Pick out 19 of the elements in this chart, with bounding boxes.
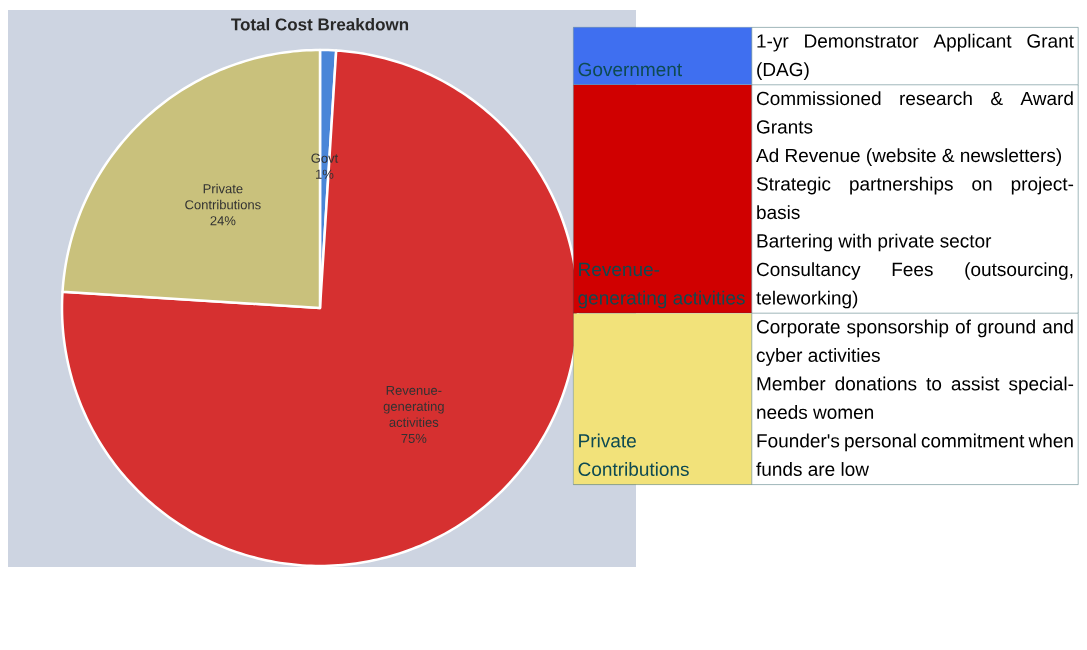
category-label: Revenue-generating activities: [578, 262, 745, 309]
data-label: 1%: [316, 169, 334, 179]
slice-label: Private Contributions: [185, 183, 261, 210]
slice-label: Revenue-generating activities: [383, 385, 444, 427]
text: Member donations to assist special-needs women: [757, 376, 1074, 420]
text: 1-yr Demonstrator Applicant Grant (DAG): [757, 33, 1074, 80]
slice-label: Govt: [311, 153, 339, 163]
category-label: Government: [578, 62, 682, 77]
text: Ad Revenue (website & newsletters): [756, 148, 1062, 166]
data-label: 24%: [210, 216, 236, 226]
text: Commissioned research & Award Grants: [756, 91, 1073, 134]
category-label: Private Contributions: [578, 433, 689, 477]
chart-title: Total Cost Breakdown: [231, 17, 409, 31]
text: Strategic partnerships on project-basis: [756, 176, 1074, 220]
data-label: 75%: [401, 433, 427, 443]
text: Corporate sponsorship of ground and cyber activities: [756, 319, 1073, 366]
text: Bartering with private sector: [757, 233, 992, 252]
text: Consultancy Fees (outsourcing, teleworking): [756, 262, 1073, 309]
text: Founder's personal commitment when funds are low: [756, 433, 1073, 477]
